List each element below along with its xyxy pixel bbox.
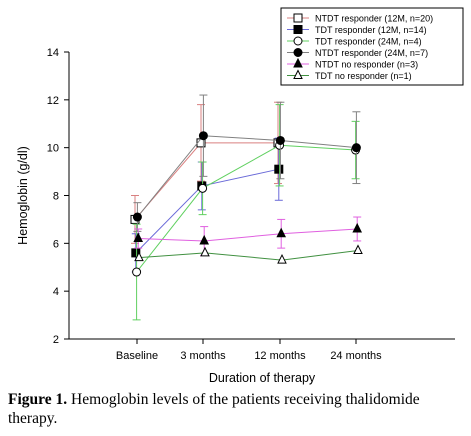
legend-marker: [293, 36, 303, 46]
data-point: [198, 131, 208, 141]
series-line: [134, 142, 278, 220]
legend-item: TDT no responder (n=1): [287, 69, 412, 81]
data-point: [274, 164, 284, 174]
data-point: [352, 222, 363, 233]
figure-caption-text: Hemoglobin levels of the patients receiv…: [8, 391, 420, 427]
x-tick-label: Baseline: [116, 350, 158, 362]
y-axis-title: Hemoglobin (g/dl): [16, 146, 30, 245]
legend-label: TDT no responder (n=1): [315, 71, 412, 81]
y-tick-label: 4: [53, 286, 59, 298]
data-point: [132, 267, 142, 277]
legend-box: [280, 7, 464, 86]
data-point: [276, 227, 287, 238]
data-point: [132, 212, 142, 222]
y-tick-label: 10: [47, 143, 59, 155]
series-1: [130, 101, 283, 244]
series-line: [136, 144, 356, 273]
data-point: [131, 248, 141, 258]
figure-label: Figure 1.: [8, 391, 68, 408]
data-point: [133, 232, 144, 243]
legend-marker: [293, 57, 303, 68]
line-chart: 2 4 6 8 10 12 14 Baseline 3 months 12 months 24 mo…: [16, 7, 464, 385]
legend-label: NTDT responder (12M, n=20): [315, 14, 433, 24]
series-6: [134, 244, 363, 264]
y-tick-label: 6: [53, 238, 59, 250]
legend-marker: [293, 48, 303, 57]
series-4: [132, 94, 361, 232]
y-tick-label: 8: [53, 191, 59, 203]
y-tick-label: 2: [53, 334, 59, 346]
legend-item: TDT responder (12M, n=14): [287, 25, 427, 35]
legend-marker: [293, 13, 303, 23]
legend-marker: [293, 69, 303, 79]
series-line: [138, 228, 358, 242]
legend-label: NTDT responder (24M, n=7): [315, 48, 428, 58]
legend-label: NTDT no responder (n=3): [315, 60, 418, 70]
legend-label: TDT responder (24M, n=4): [315, 37, 422, 47]
series-line: [138, 250, 359, 261]
data-point: [277, 253, 287, 264]
x-tick-label: 3 months: [180, 350, 226, 362]
chart-axes: 2 4 6 8 10 12 14 Baseline 3 months 12 months 24 mo…: [16, 47, 455, 385]
data-point: [351, 143, 361, 153]
y-tick-label: 12: [47, 95, 59, 107]
figure-caption: Figure 1. Hemoglobin levels of the patie…: [8, 390, 468, 428]
data-point: [200, 246, 210, 257]
legend-item: TDT responder (24M, n=4): [287, 36, 422, 47]
x-axis-title: Duration of therapy: [209, 371, 316, 385]
legend-item: NTDT responder (12M, n=20): [287, 13, 433, 24]
data-point: [199, 234, 210, 245]
chart-series: [130, 94, 363, 321]
series-3: [132, 104, 361, 321]
x-tick-label: 24 months: [330, 350, 382, 362]
x-tick-label: 12 months: [254, 350, 306, 362]
data-point: [198, 183, 208, 193]
data-point: [134, 251, 144, 262]
legend-label: TDT responder (12M, n=14): [315, 25, 427, 35]
chart-legend: NTDT responder (12M, n=20)TDT responder …: [280, 7, 464, 86]
legend-marker: [293, 25, 303, 34]
y-tick-label: 14: [47, 47, 59, 59]
series-line: [137, 135, 357, 218]
legend-item: NTDT responder (24M, n=7): [287, 48, 428, 58]
data-point: [275, 135, 285, 145]
data-point: [353, 244, 363, 255]
legend-item: NTDT no responder (n=3): [287, 57, 418, 70]
series-5: [133, 216, 363, 256]
